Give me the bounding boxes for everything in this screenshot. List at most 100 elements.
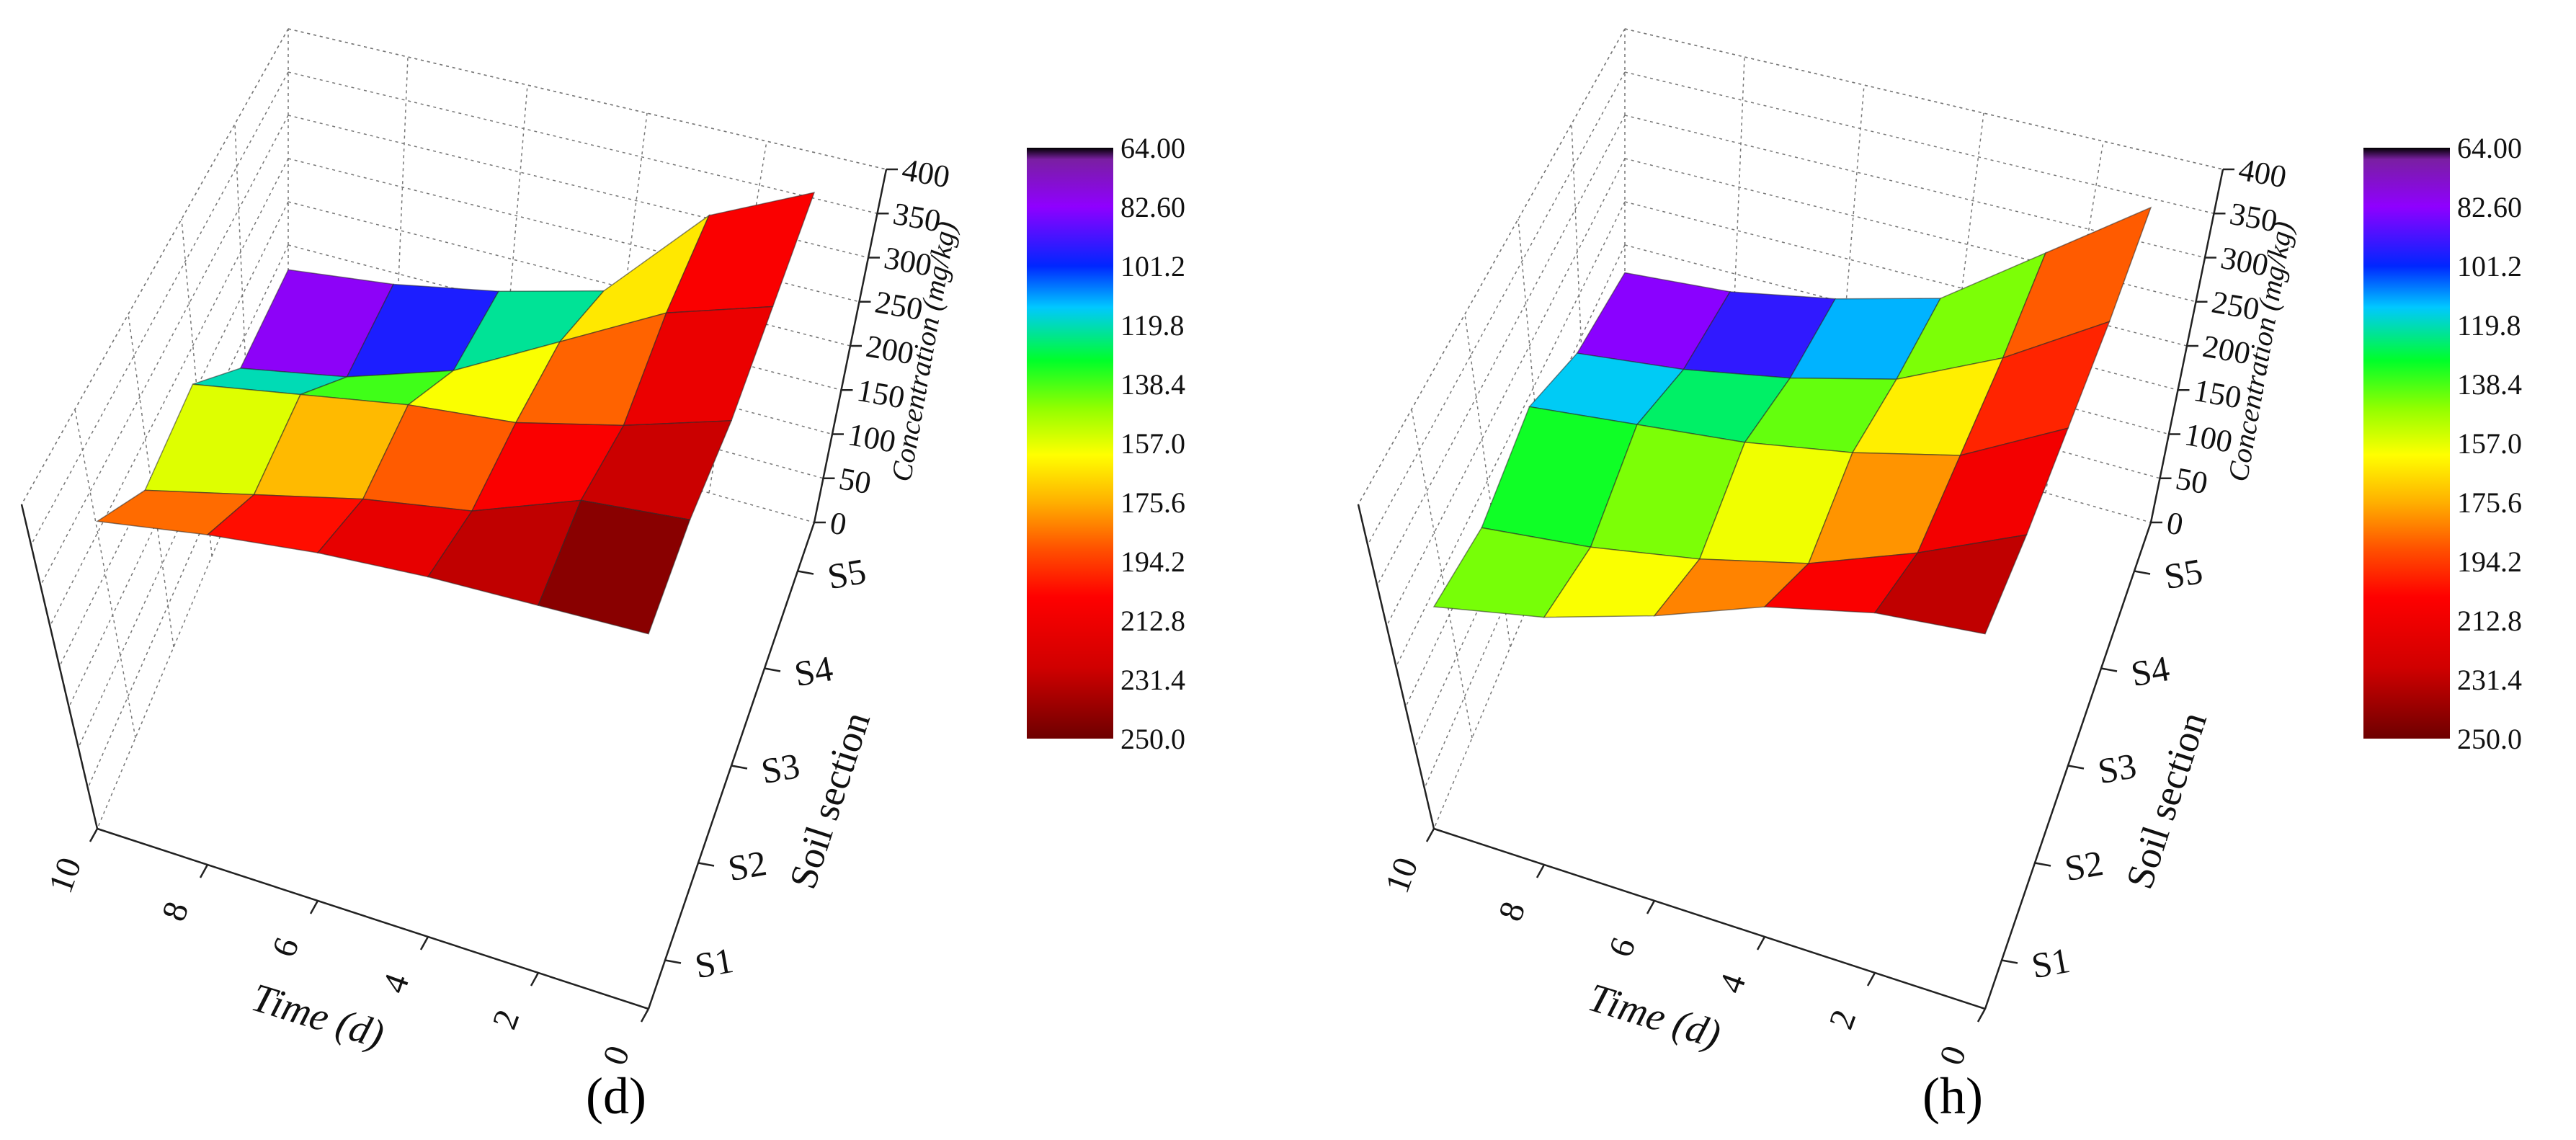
- colorbar-tick-label: 175.6: [1120, 486, 1185, 519]
- time-tick-label: 6: [264, 932, 306, 962]
- grid-line: [288, 158, 860, 303]
- soil-tick: [797, 570, 814, 575]
- soil-tick: [2034, 862, 2051, 867]
- colorbar-tick-label: 101.2: [1120, 250, 1185, 282]
- grid-line: [1358, 28, 1626, 505]
- soil-tick-label: S2: [2062, 842, 2106, 889]
- time-tick: [199, 864, 209, 878]
- soil-tick: [698, 862, 715, 867]
- soil-tick-label: S5: [824, 551, 869, 597]
- colorbar-gradient: [1027, 148, 1113, 739]
- time-tick-label: 4: [375, 968, 416, 998]
- concentration-tick-label: 150: [855, 373, 908, 416]
- concentration-tick-label: 100: [2182, 417, 2235, 460]
- colorbar-tick-label: 119.8: [2457, 309, 2521, 342]
- colorbar-tick-label: 250.0: [1120, 723, 1185, 755]
- panel-label: (d): [586, 1067, 646, 1125]
- colorbar-tick-label: 138.4: [1120, 368, 1185, 401]
- grid-line: [1624, 115, 2206, 259]
- grid-line: [1376, 115, 1626, 586]
- colorbar-tick-label: 138.4: [2457, 368, 2522, 401]
- colorbar-tick-label: 231.4: [1120, 664, 1185, 696]
- concentration-tick-label: 250: [2209, 284, 2263, 327]
- time-tick-label: 10: [1378, 852, 1425, 898]
- time-tick: [1976, 1008, 1987, 1023]
- time-tick-label: 0: [595, 1041, 637, 1070]
- colorbar-tick-label: 250.0: [2457, 723, 2522, 755]
- grid-line: [30, 71, 289, 545]
- time-tick: [1866, 972, 1876, 987]
- colorbar-tick-label: 82.60: [2457, 191, 2522, 223]
- grid-line: [1424, 331, 1626, 789]
- time-tick-label: 0: [1932, 1041, 1974, 1070]
- surface-mesh: [95, 192, 816, 635]
- time-tick-label: 8: [154, 896, 196, 926]
- concentration-tick-label: 100: [845, 417, 899, 460]
- colorbar-tick-label: 101.2: [2457, 250, 2522, 282]
- soil-tick-label: S1: [2028, 940, 2073, 986]
- colorbar: 64.00 82.60 101.2 119.8 138.4 157.0 175.6 194.2…: [2363, 132, 2522, 755]
- time-tick: [1646, 900, 1656, 914]
- concentration-tick-label: 200: [863, 329, 917, 372]
- concentration-tick-label: 150: [2191, 373, 2245, 416]
- colorbar-tick-label: 194.2: [2457, 545, 2522, 578]
- soil-tick-label: S2: [725, 842, 770, 889]
- concentration-tick-label: 350: [2227, 196, 2281, 239]
- concentration-tick-label: 0: [827, 505, 849, 543]
- grid-line: [128, 313, 174, 648]
- soil-tick-label: S5: [2161, 551, 2206, 597]
- colorbar-tick-label: 64.00: [2457, 132, 2522, 164]
- colorbar-tick-label: 212.8: [2457, 605, 2522, 637]
- soil-tick: [2134, 570, 2151, 575]
- time-tick: [1536, 864, 1546, 878]
- surface-mesh: [1432, 206, 2152, 635]
- soil-tick-label: S1: [692, 940, 736, 986]
- grid-line: [1571, 123, 1587, 466]
- grid-edge: [97, 374, 289, 829]
- soil-axis-title: Soil section: [2118, 707, 2215, 894]
- grid-line: [74, 409, 136, 739]
- time-tick-label: 8: [1491, 896, 1533, 926]
- chart-panel-d: 10 8 6 4 2 0 Time (d) S1 S2 S3 S4 S5 Soil section 0 50…: [20, 28, 1185, 1125]
- soil-tick: [664, 959, 682, 964]
- grid-line: [1386, 158, 1626, 627]
- grid-line: [288, 71, 878, 214]
- grid-line: [1395, 201, 1626, 667]
- concentration-tick-label: 250: [873, 284, 926, 327]
- left-axis-line: [1357, 504, 1435, 829]
- soil-tick-label: S3: [758, 745, 803, 791]
- soil-tick: [731, 765, 748, 770]
- soil-tick-label: S3: [2095, 745, 2139, 791]
- chart-panel-h: 10 8 6 4 2 0 Time (d) S1 S2 S3 S4 S5 Soil section 0 50…: [1357, 28, 2522, 1125]
- grid-line: [1624, 71, 2214, 214]
- time-tick-label: 4: [1711, 968, 1753, 998]
- concentration-tick-label: 400: [899, 152, 953, 195]
- colorbar: 64.00 82.60 101.2 119.8 138.4 157.0 175.6 194.2…: [1027, 132, 1185, 755]
- grid-line: [1517, 218, 1549, 557]
- grid-line: [288, 28, 887, 170]
- colorbar-tick-label: 157.0: [2457, 427, 2522, 460]
- concentration-tick-label: 50: [837, 460, 874, 501]
- concentration-tick-label: 350: [891, 196, 944, 239]
- grid-line: [40, 115, 289, 586]
- concentration-tick-label: 0: [2164, 505, 2185, 543]
- concentration-tick-label: 400: [2236, 152, 2289, 195]
- grid-line: [87, 331, 289, 789]
- surface-cell: [1873, 534, 2028, 635]
- colorbar-tick-label: 231.4: [2457, 664, 2522, 696]
- time-tick: [1756, 936, 1766, 950]
- colorbar-tick-label: 212.8: [1120, 605, 1185, 637]
- time-axis-title: Time (d): [246, 975, 389, 1057]
- grid-line: [1624, 158, 2196, 303]
- panel-label: (h): [1922, 1067, 1983, 1125]
- grid-line: [58, 201, 289, 667]
- time-axis-line: [1433, 827, 1986, 1010]
- concentration-tick-label: 300: [2218, 240, 2271, 283]
- axes: 10 8 6 4 2 0 Time (d) S1 S2 S3 S4 S5 Soil section 0 50…: [20, 152, 963, 1070]
- colorbar-tick-label: 157.0: [1120, 427, 1185, 460]
- colorbar-tick-label: 119.8: [1120, 309, 1185, 342]
- soil-tick: [2100, 667, 2118, 672]
- grid-line: [21, 28, 289, 505]
- concentration-tick-label: 300: [881, 240, 935, 283]
- surface-cell: [537, 499, 691, 635]
